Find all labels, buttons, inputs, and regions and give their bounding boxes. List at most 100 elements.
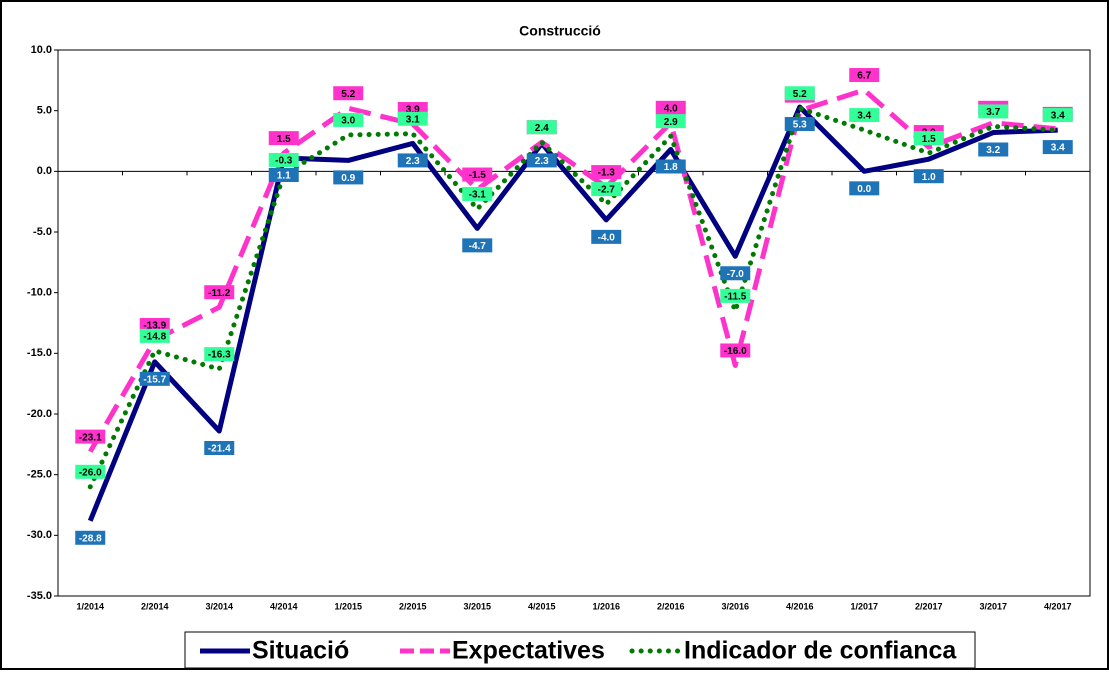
data-label: 2.3 bbox=[406, 156, 420, 167]
data-label: 1.5 bbox=[922, 134, 936, 145]
data-label-bg bbox=[720, 288, 751, 303]
data-label-bg bbox=[849, 181, 880, 196]
y-tick-label: -25.0 bbox=[27, 469, 52, 481]
data-label-bg bbox=[591, 182, 622, 197]
data-label: -1.3 bbox=[598, 168, 616, 179]
x-tick-label: 4/2017 bbox=[1044, 601, 1072, 611]
y-tick-label: -15.0 bbox=[27, 347, 52, 359]
data-label: 1.1 bbox=[277, 171, 291, 182]
data-label-bg bbox=[526, 120, 557, 135]
data-label: 5.2 bbox=[793, 89, 807, 100]
data-label-bg bbox=[397, 111, 428, 126]
data-label-bg bbox=[204, 440, 235, 455]
y-tick-label: -5.0 bbox=[33, 226, 52, 238]
series-line bbox=[88, 87, 1058, 453]
data-label: 2.3 bbox=[535, 156, 549, 167]
data-label: 3.1 bbox=[406, 114, 420, 125]
data-label-bg bbox=[913, 131, 944, 146]
data-label: 3.4 bbox=[1051, 143, 1065, 154]
data-label: -21.4 bbox=[208, 444, 231, 455]
data-label: -28.8 bbox=[79, 533, 102, 544]
data-label: -4.7 bbox=[469, 241, 487, 252]
data-label: -23.1 bbox=[79, 432, 102, 443]
y-tick-label: -10.0 bbox=[27, 287, 52, 299]
data-label-bg bbox=[204, 347, 235, 362]
data-label: 6.7 bbox=[857, 71, 871, 82]
data-label: 0.0 bbox=[857, 184, 871, 195]
y-tick-label: -20.0 bbox=[27, 408, 52, 420]
data-label-bg bbox=[333, 86, 364, 101]
plot-area bbox=[57, 49, 1091, 597]
x-tick-label: 1/2017 bbox=[850, 601, 878, 611]
data-label-bg bbox=[655, 114, 686, 129]
data-label-bg bbox=[268, 152, 299, 167]
series-line bbox=[87, 105, 1061, 490]
data-label: -4.0 bbox=[598, 233, 616, 244]
data-label: -26.0 bbox=[79, 467, 102, 478]
legend-label: Expectatives bbox=[452, 637, 605, 665]
data-label-bg bbox=[397, 153, 428, 168]
data-label: -14.8 bbox=[143, 332, 166, 343]
data-label: 3.4 bbox=[1051, 111, 1065, 122]
data-label-bg bbox=[1042, 140, 1073, 155]
data-label-bg bbox=[655, 100, 686, 115]
data-label: -0.3 bbox=[275, 156, 293, 167]
data-label-bg bbox=[978, 104, 1009, 119]
x-tick-label: 3/2016 bbox=[721, 601, 749, 611]
data-label-bg bbox=[591, 229, 622, 244]
x-tick-label: 2/2014 bbox=[141, 601, 169, 611]
data-label: 1.0 bbox=[922, 172, 936, 183]
data-label: 5.3 bbox=[793, 120, 807, 131]
legend-label: Indicador de confianca bbox=[684, 637, 957, 665]
data-label-bg bbox=[462, 167, 493, 182]
data-label: -2.7 bbox=[598, 185, 616, 196]
data-label-bg bbox=[655, 159, 686, 174]
data-label-bg bbox=[204, 285, 235, 300]
data-label: 5.2 bbox=[341, 89, 355, 100]
data-label: -3.1 bbox=[469, 190, 487, 201]
x-tick-label: 3/2014 bbox=[205, 601, 233, 611]
x-tick-label: 4/2014 bbox=[270, 601, 298, 611]
data-label-bg bbox=[720, 343, 751, 358]
data-label: 3.0 bbox=[341, 116, 355, 127]
x-tick-label: 3/2015 bbox=[463, 601, 491, 611]
x-tick-label: 2/2015 bbox=[399, 601, 427, 611]
data-label-bg bbox=[526, 153, 557, 168]
series-line bbox=[87, 104, 1058, 522]
data-label: -15.7 bbox=[143, 374, 166, 385]
chart-title: Construcció bbox=[519, 23, 601, 39]
y-tick-label: -30.0 bbox=[27, 529, 52, 541]
data-label-bg bbox=[462, 186, 493, 201]
x-tick-label: 2/2016 bbox=[657, 601, 685, 611]
data-label-bg bbox=[591, 165, 622, 180]
data-label: 1.8 bbox=[664, 162, 678, 173]
data-label: 4.0 bbox=[664, 103, 678, 114]
data-label-bg bbox=[333, 170, 364, 185]
data-label-bg bbox=[784, 86, 815, 101]
y-tick-label: -35.0 bbox=[27, 590, 52, 602]
data-label: -7.0 bbox=[727, 269, 745, 280]
data-label-bg bbox=[720, 266, 751, 281]
data-label: -13.9 bbox=[143, 321, 166, 332]
data-label: 2.4 bbox=[535, 123, 549, 134]
x-tick-label: 1/2015 bbox=[334, 601, 362, 611]
y-tick-label: 5.0 bbox=[37, 105, 52, 117]
data-label-bg bbox=[139, 328, 170, 343]
data-label: 2.9 bbox=[664, 117, 678, 128]
y-tick-label: 10.0 bbox=[31, 44, 52, 56]
data-label-bg bbox=[268, 167, 299, 182]
legend-label: Situació bbox=[252, 637, 349, 665]
data-label: -11.5 bbox=[724, 292, 747, 303]
x-tick-label: 4/2015 bbox=[528, 601, 556, 611]
data-label-bg bbox=[333, 112, 364, 127]
data-label: 0.9 bbox=[341, 173, 355, 184]
data-label-bg bbox=[75, 429, 106, 444]
data-label-bg bbox=[978, 142, 1009, 157]
data-label-bg bbox=[75, 530, 106, 545]
data-label: -11.2 bbox=[208, 288, 231, 299]
data-label-bg bbox=[139, 371, 170, 386]
data-label-bg bbox=[1042, 108, 1073, 123]
x-tick-label: 4/2016 bbox=[786, 601, 814, 611]
